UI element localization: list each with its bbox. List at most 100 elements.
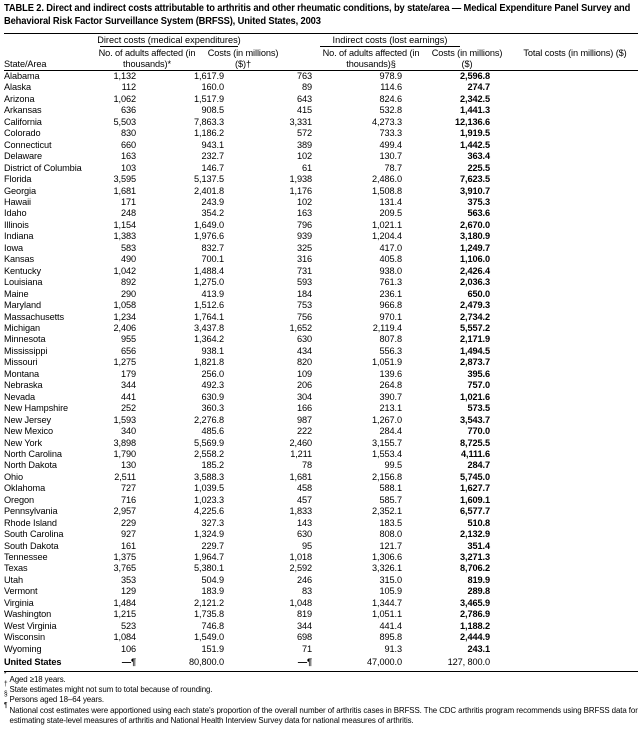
indirect-adults-cell: 61 bbox=[301, 162, 312, 173]
state-cell: Pennsylvania bbox=[4, 506, 58, 517]
table-row: Mississippi 656 938.1 434 556.3 1,494.5 bbox=[4, 346, 490, 357]
table-row: Utah 353 504.9 246 315.0 819.9 bbox=[4, 575, 490, 586]
direct-costs-cell: 1,364.2 bbox=[194, 334, 224, 345]
indirect-adults-cell: 166 bbox=[296, 403, 312, 414]
indirect-costs-cell: 588.1 bbox=[379, 483, 403, 494]
total-cost-cell: 363.4 bbox=[467, 151, 491, 162]
table-row: Kansas 490 700.1 316 405.8 1,106.0 bbox=[4, 254, 490, 265]
direct-adults-cell: 2,957 bbox=[113, 506, 137, 517]
indirect-adults-cell: 163 bbox=[296, 208, 312, 219]
direct-adults-cell: 129 bbox=[120, 586, 136, 597]
direct-costs-cell: 1,549.0 bbox=[194, 632, 224, 643]
direct-adults-cell: 161 bbox=[120, 540, 136, 551]
indirect-adults-cell: 698 bbox=[296, 632, 312, 643]
state-cell: Idaho bbox=[4, 208, 27, 219]
table-row: Hawaii 171 243.9 102 131.4 375.3 bbox=[4, 197, 490, 208]
direct-adults-cell: 1,132 bbox=[113, 71, 137, 81]
direct-adults-cell: 955 bbox=[120, 334, 136, 345]
direct-adults-cell: 112 bbox=[121, 82, 136, 93]
bottom-rule bbox=[4, 671, 638, 672]
total-cost-cell: 1,609.1 bbox=[460, 494, 490, 505]
indirect-adults-cell: 325 bbox=[296, 242, 312, 253]
direct-adults-cell: 1,593 bbox=[113, 414, 137, 425]
indirect-costs-cell: 1,051.9 bbox=[372, 357, 402, 368]
direct-costs-cell: 630.9 bbox=[201, 391, 225, 402]
indirect-adults-cell: 1,176 bbox=[289, 185, 313, 196]
direct-adults-cell: 1,154 bbox=[113, 219, 137, 230]
state-cell: Mississippi bbox=[4, 345, 48, 356]
indirect-adults-cell: 1,938 bbox=[289, 174, 313, 185]
direct-adults-cell: 1,681 bbox=[113, 185, 137, 196]
total-cost-cell: 1,188.2 bbox=[460, 620, 490, 631]
table-row: West Virginia 523 746.8 344 441.4 1,188.2 bbox=[4, 621, 490, 632]
footnotes: * Aged ≥18 years. † State estimates might n… bbox=[4, 671, 638, 725]
state-cell: Massachusetts bbox=[4, 311, 64, 322]
total-cost-cell: 2,479.3 bbox=[460, 300, 490, 311]
table-row: Nevada 441 630.9 304 390.7 1,021.6 bbox=[4, 392, 490, 403]
state-cell: Michigan bbox=[4, 322, 40, 333]
indirect-costs-cell: 3,155.7 bbox=[372, 437, 402, 448]
state-cell: West Virginia bbox=[4, 620, 57, 631]
state-cell: Nebraska bbox=[4, 380, 43, 391]
total-cost-cell: 819.9 bbox=[467, 574, 491, 585]
indirect-adults-cell: 304 bbox=[296, 391, 312, 402]
indirect-adults-cell: 756 bbox=[296, 311, 312, 322]
indirect-costs-cell: 1,344.7 bbox=[372, 597, 402, 608]
table-row: Oklahoma 727 1,039.5 458 588.1 1,627.7 bbox=[4, 483, 490, 494]
direct-costs-cell: 1,821.8 bbox=[194, 357, 224, 368]
total-cost-cell: 3,543.7 bbox=[460, 414, 490, 425]
direct-adults-cell: 490 bbox=[120, 254, 136, 265]
state-cell: South Carolina bbox=[4, 529, 64, 540]
table-row: Colorado 830 1,186.2 572 733.3 1,919.5 bbox=[4, 128, 490, 139]
indirect-costs-cell: 966.8 bbox=[379, 300, 403, 311]
state-cell: Arkansas bbox=[4, 105, 42, 116]
total-cost-cell: 5,745.0 bbox=[460, 471, 490, 482]
table-row: Montana 179 256.0 109 139.6 395.6 bbox=[4, 369, 490, 380]
direct-adults-cell: —¶ bbox=[121, 657, 136, 668]
direct-costs-cell: 5,380.1 bbox=[194, 563, 224, 574]
direct-adults-cell: 353 bbox=[120, 574, 136, 585]
direct-adults-cell: 1,234 bbox=[113, 311, 137, 322]
direct-costs-cell: 746.8 bbox=[201, 620, 225, 631]
indirect-adults-cell: 246 bbox=[296, 574, 312, 585]
table-row: Minnesota 955 1,364.2 630 807.8 2,171.9 bbox=[4, 334, 490, 345]
direct-adults-cell: 106 bbox=[120, 643, 136, 654]
total-cost-cell: 1,441.3 bbox=[460, 105, 490, 116]
direct-adults-cell: 103 bbox=[120, 162, 136, 173]
indirect-costs-cell: 99.5 bbox=[384, 460, 403, 471]
direct-adults-cell: 1,790 bbox=[113, 448, 137, 459]
indirect-costs-cell: 1,021.1 bbox=[372, 219, 402, 230]
state-cell: North Dakota bbox=[4, 460, 57, 471]
state-cell: Georgia bbox=[4, 185, 36, 196]
top-rule bbox=[4, 33, 638, 34]
table-row: Texas 3,765 5,380.1 2,592 3,326.1 8,706.2 bbox=[4, 563, 490, 574]
direct-costs-cell: 1,512.6 bbox=[194, 300, 224, 311]
indirect-adults-cell: 206 bbox=[296, 380, 312, 391]
direct-adults-cell: 2,406 bbox=[113, 322, 137, 333]
total-cost-cell: 3,910.7 bbox=[460, 185, 490, 196]
state-cell: Wisconsin bbox=[4, 632, 45, 643]
indirect-costs-cell: 315.0 bbox=[379, 574, 403, 585]
state-cell: Tennessee bbox=[4, 552, 48, 563]
table-row: New Hampshire 252 360.3 166 213.1 573.5 bbox=[4, 403, 490, 414]
indirect-costs-cell: 284.4 bbox=[379, 426, 403, 437]
table-row: Kentucky 1,042 1,488.4 731 938.0 2,426.4 bbox=[4, 266, 490, 277]
total-cost-cell: 7,623.5 bbox=[460, 174, 490, 185]
col-header-indirect-costs: Costs (in millions) ($) bbox=[431, 48, 503, 69]
table-row: South Dakota 161 229.7 95 121.7 351.4 bbox=[4, 541, 490, 552]
direct-costs-cell: 327.3 bbox=[201, 517, 225, 528]
group-header-indirect: Indirect costs (lost earnings) bbox=[332, 35, 448, 45]
direct-adults-cell: 248 bbox=[120, 208, 136, 219]
indirect-adults-cell: 109 bbox=[296, 368, 312, 379]
direct-costs-cell: 1,976.6 bbox=[194, 231, 224, 242]
direct-costs-cell: 700.1 bbox=[201, 254, 225, 265]
table-row: Vermont 129 183.9 83 105.9 289.8 bbox=[4, 586, 490, 597]
direct-adults-cell: 1,042 bbox=[113, 265, 137, 276]
indirect-costs-cell: 1,267.0 bbox=[372, 414, 402, 425]
direct-costs-cell: 1,023.3 bbox=[194, 494, 224, 505]
direct-adults-cell: 1,484 bbox=[113, 597, 137, 608]
state-cell: Colorado bbox=[4, 128, 41, 139]
direct-adults-cell: 660 bbox=[120, 139, 136, 150]
indirect-adults-cell: 1,048 bbox=[289, 597, 313, 608]
direct-adults-cell: 716 bbox=[120, 494, 136, 505]
